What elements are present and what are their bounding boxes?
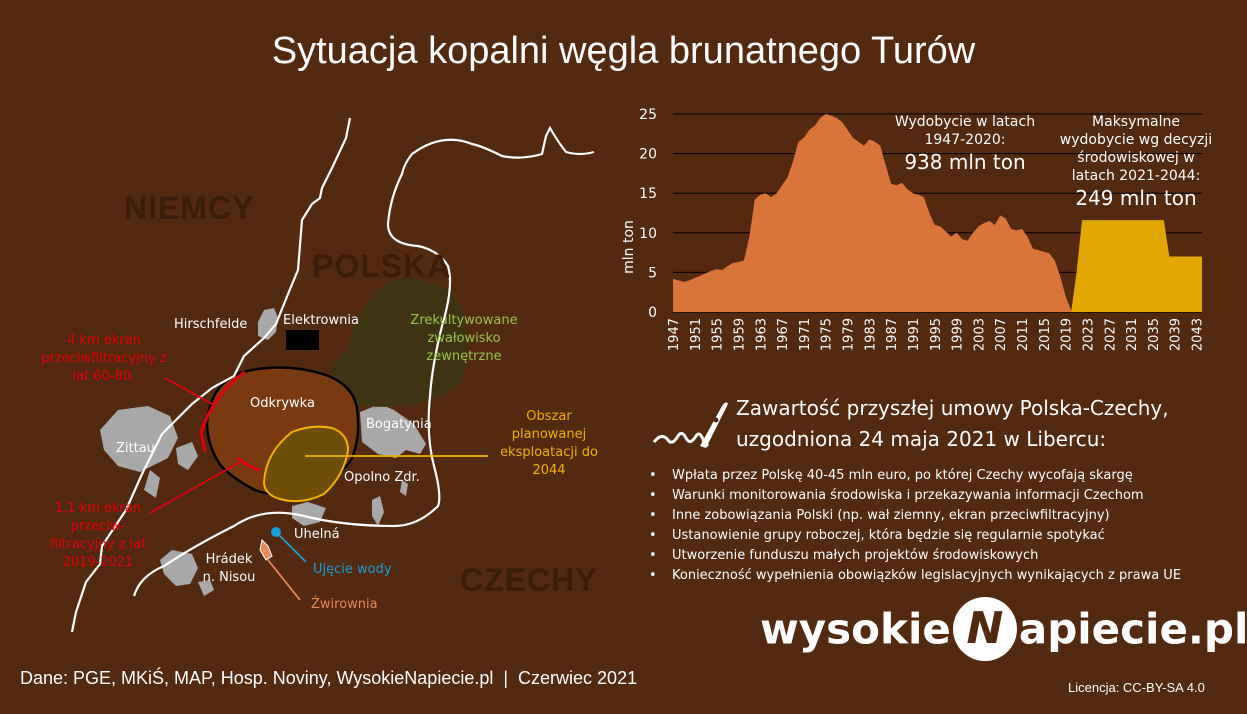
series-area-0: [673, 114, 1077, 312]
x-tick-label: 2015: [1038, 318, 1053, 351]
screen-old-leader: [164, 377, 213, 405]
historic-value: 938 mln ton: [904, 150, 1026, 174]
agreement-item: Inne zobowiązania Polski (np. wał ziemny…: [645, 506, 1181, 526]
logo-left: wysokie: [760, 604, 951, 654]
x-tick-label: 1983: [863, 318, 878, 351]
gravel-leader: [267, 559, 301, 601]
agreement-list: Wpłata przez Polskę 40-45 mln euro, po k…: [645, 466, 1181, 586]
license-note: Licencja: CC-BY-SA 4.0: [1068, 680, 1205, 695]
x-tick-label: 2003: [972, 318, 987, 351]
agreement-title-line2: uzgodniona 24 maja 2021 w Libercu:: [736, 427, 1107, 451]
x-tick-label: 2027: [1103, 318, 1118, 351]
town-hradek-shape: [160, 550, 214, 596]
x-tick-label: 1971: [798, 318, 813, 351]
town-shapes: [100, 308, 426, 596]
y-tick-label: 25: [639, 107, 657, 123]
x-tick-label: 2043: [1191, 318, 1206, 351]
agreement-title: Zawartość przyszłej umowy Polska-Czechy,…: [736, 393, 1169, 455]
power-plant-shape: [286, 330, 319, 350]
town-bogatynia-shape: [360, 404, 426, 526]
annotation-screen-new: 1,1 km ekran przeciw-filtracyjny z lat 2…: [49, 501, 147, 570]
border-pl-cz-line: [132, 125, 595, 597]
y-tick-label: 0: [648, 305, 657, 321]
x-tick-label: 1963: [754, 318, 769, 351]
gravel-pit-shape: [259, 538, 273, 561]
x-tick-label: 1955: [711, 318, 726, 351]
y-tick-label: 5: [648, 265, 657, 281]
water-intake-marker: [271, 527, 281, 537]
logo-n-icon: N: [952, 597, 1017, 661]
annotation-screen-old: 4 km ekran przeciwfiltracyjny z lat 60-8…: [41, 333, 167, 384]
logo-right: apiecie.pl: [1018, 604, 1247, 654]
chart-x-ticks: 1947 1951 1955 1959 1963 1967 1971 1975 1979 1983…: [667, 318, 1206, 351]
place-zittau: Zittau: [116, 441, 155, 456]
old-screen-line: [199, 370, 246, 453]
town-zittau-shape: [100, 406, 198, 498]
x-tick-label: 2031: [1125, 318, 1140, 351]
x-tick-label: 2039: [1169, 318, 1184, 351]
page-title: Sytuacja kopalni węgla brunatnego Turów: [271, 30, 976, 72]
x-tick-label: 2023: [1081, 318, 1096, 351]
place-hradek: Hrádek n. Nisou: [202, 552, 256, 585]
historic-text: Wydobycie w latach 1947-2020:: [894, 114, 1036, 148]
chart-y-axis-label: mln ton: [621, 220, 637, 274]
country-label-germany: NIEMCY: [124, 190, 255, 226]
country-label-czechia: CZECHY: [460, 562, 598, 598]
place-elektrownia: Elektrownia: [283, 313, 359, 328]
y-tick-label: 15: [639, 186, 657, 202]
x-tick-label: 1959: [732, 318, 747, 351]
water-leader: [275, 531, 307, 563]
x-tick-label: 2019: [1060, 318, 1075, 351]
place-uhelna: Uhelná: [294, 527, 340, 542]
agreement-item: Konieczność wypełnienia obowiązków legis…: [645, 566, 1181, 586]
place-opolno: Opolno Zdr.: [344, 470, 420, 485]
x-tick-label: 1999: [951, 318, 966, 351]
planned-text: Maksymalne wydobycie wg decyzji środowis…: [1059, 114, 1213, 184]
y-tick-label: 10: [639, 226, 657, 242]
x-tick-label: 1995: [929, 318, 944, 351]
x-tick-label: 1951: [689, 318, 704, 351]
agreement-item: Utworzenie funduszu małych projektów śro…: [645, 546, 1181, 566]
x-tick-label: 1991: [907, 318, 922, 351]
x-tick-label: 2011: [1016, 318, 1031, 351]
x-tick-label: 1967: [776, 318, 791, 351]
agreement-item: Ustanowienie grupy roboczej, która będzi…: [645, 526, 1181, 546]
annotation-planned: Obszar planowanej eksploatacji do 2044: [500, 409, 598, 478]
new-screen-line: [237, 456, 261, 472]
place-gravel-pit: Żwirownia: [311, 597, 378, 612]
agreement-title-line1: Zawartość przyszłej umowy Polska-Czechy,: [736, 396, 1169, 420]
place-hirschfelde: Hirschfelde: [174, 317, 248, 332]
x-tick-label: 1947: [667, 318, 682, 351]
place-odkrywka: Odkrywka: [250, 396, 315, 411]
town-hirschfelde-shape: [258, 308, 278, 340]
x-tick-label: 1979: [842, 318, 857, 351]
pen-nib-icon: [652, 402, 728, 448]
planned-area-shape: [262, 425, 350, 503]
chart-annotation-historic: Wydobycie w latach 1947-2020: 938 mln to…: [880, 113, 1050, 175]
x-tick-label: 2035: [1147, 318, 1162, 351]
chart-y-ticks: 0 5 10 15 20 25: [639, 107, 657, 321]
chart-annotation-planned: Maksymalne wydobycie wg decyzji środowis…: [1056, 113, 1216, 211]
x-tick-label: 1987: [885, 318, 900, 351]
place-bogatynia: Bogatynia: [366, 417, 432, 432]
agreement-item: Warunki monitorowania środowiska i przek…: [645, 486, 1181, 506]
series-area-1: [1071, 220, 1202, 312]
x-tick-label: 1975: [820, 318, 835, 351]
place-water-intake: Ujęcie wody: [313, 562, 392, 577]
planned-value: 249 mln ton: [1075, 186, 1197, 210]
turow-map: [70, 117, 595, 633]
x-tick-label: 2007: [994, 318, 1009, 351]
y-tick-label: 20: [639, 147, 657, 163]
annotation-reclaimed: Zrekultywowane zwałowisko zewnętrzne: [410, 313, 518, 364]
border-de-pl-line: [70, 117, 352, 633]
country-label-poland: POLSKA: [312, 248, 452, 284]
screen-new-leader: [149, 461, 241, 514]
agreement-item: Wpłata przez Polskę 40-45 mln euro, po k…: [645, 466, 1181, 486]
source-note: Dane: PGE, MKiŚ, MAP, Hosp. Noviny, Wyso…: [20, 668, 638, 688]
chart-areas: [673, 114, 1202, 312]
